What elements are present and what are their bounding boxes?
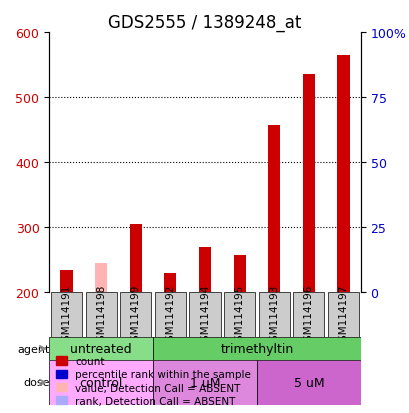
Text: GSM114199: GSM114199 xyxy=(130,283,140,347)
Bar xyxy=(164,273,176,293)
FancyBboxPatch shape xyxy=(49,360,153,405)
FancyBboxPatch shape xyxy=(292,293,324,337)
Text: agent: agent xyxy=(17,344,49,354)
FancyBboxPatch shape xyxy=(153,360,256,405)
Bar xyxy=(95,263,107,293)
FancyBboxPatch shape xyxy=(256,360,360,405)
Text: GSM114198: GSM114198 xyxy=(96,283,106,347)
FancyBboxPatch shape xyxy=(189,293,220,337)
Bar xyxy=(267,125,280,293)
FancyBboxPatch shape xyxy=(153,337,360,360)
Text: GSM114196: GSM114196 xyxy=(303,283,313,347)
Bar xyxy=(233,255,245,293)
Text: GSM114191: GSM114191 xyxy=(61,283,71,347)
Text: 1 uM: 1 uM xyxy=(189,376,220,389)
FancyBboxPatch shape xyxy=(155,293,186,337)
Text: GSM114194: GSM114194 xyxy=(200,283,209,347)
FancyBboxPatch shape xyxy=(85,293,117,337)
Bar xyxy=(60,270,72,293)
FancyBboxPatch shape xyxy=(51,293,82,337)
FancyBboxPatch shape xyxy=(258,293,289,337)
Text: 5 uM: 5 uM xyxy=(293,376,324,389)
Text: GSM114195: GSM114195 xyxy=(234,283,244,347)
Text: GSM114197: GSM114197 xyxy=(338,283,348,347)
Bar xyxy=(198,247,211,293)
Text: control: control xyxy=(79,376,123,389)
FancyBboxPatch shape xyxy=(223,293,254,337)
FancyBboxPatch shape xyxy=(49,337,153,360)
Title: GDS2555 / 1389248_at: GDS2555 / 1389248_at xyxy=(108,14,301,32)
Bar xyxy=(129,225,142,293)
Bar xyxy=(302,75,314,293)
FancyBboxPatch shape xyxy=(120,293,151,337)
Text: dose: dose xyxy=(23,377,49,387)
Text: untreated: untreated xyxy=(70,342,132,355)
Text: trimethyltin: trimethyltin xyxy=(220,342,293,355)
Text: GSM114193: GSM114193 xyxy=(269,283,279,347)
FancyBboxPatch shape xyxy=(327,293,358,337)
Text: GSM114192: GSM114192 xyxy=(165,283,175,347)
Legend: count, percentile rank within the sample, value, Detection Call = ABSENT, rank, : count, percentile rank within the sample… xyxy=(54,354,253,408)
Bar xyxy=(337,56,349,293)
